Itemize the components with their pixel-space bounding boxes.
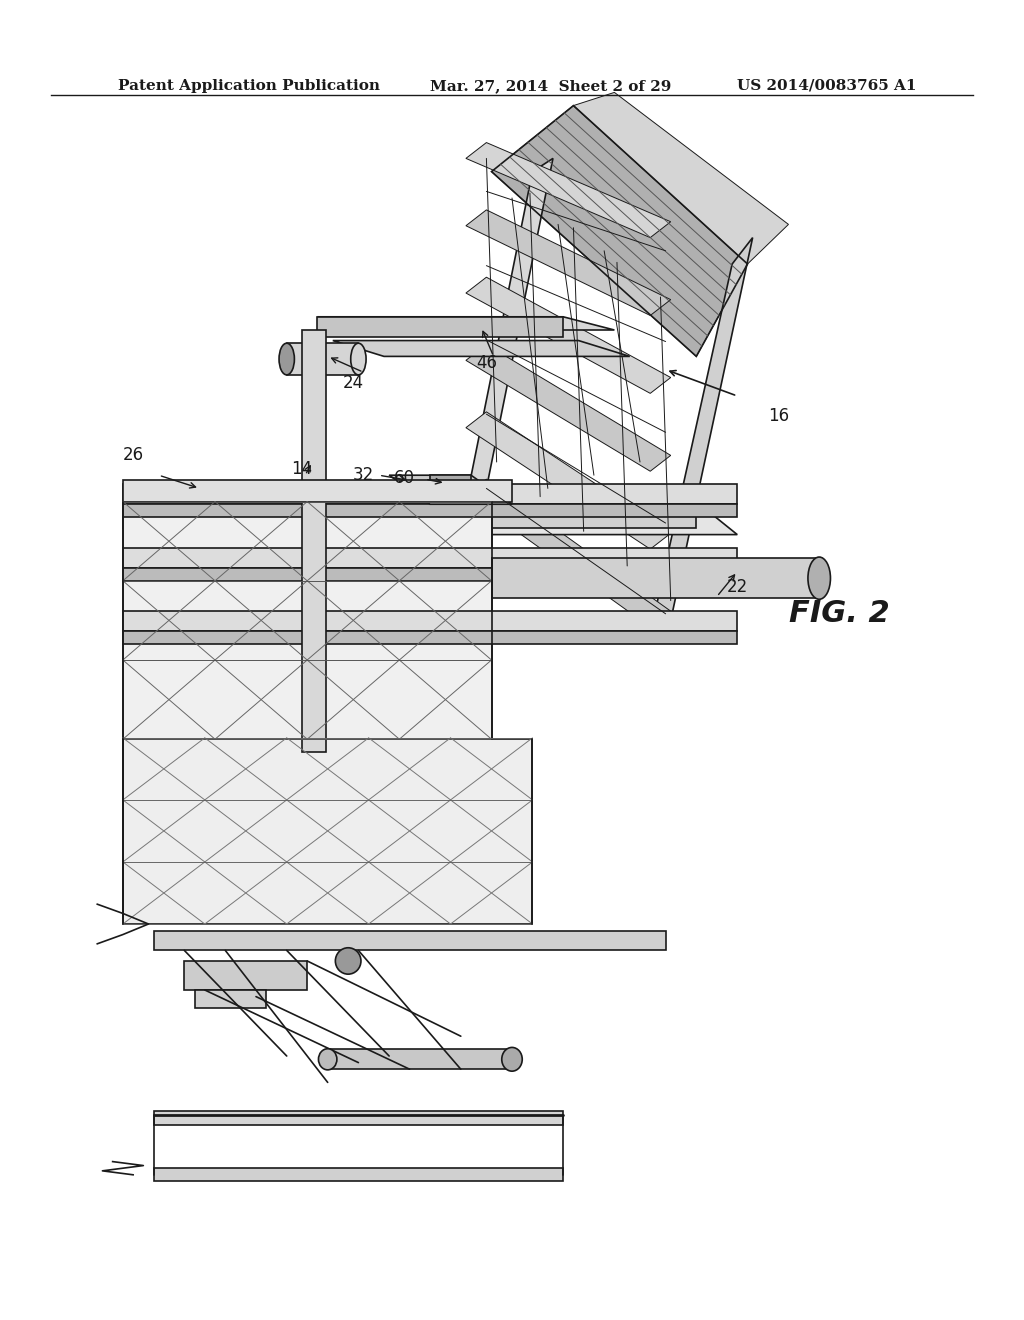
Polygon shape	[389, 475, 512, 504]
Text: FIG. 2: FIG. 2	[790, 599, 890, 628]
Polygon shape	[466, 158, 553, 502]
Ellipse shape	[336, 948, 361, 974]
Polygon shape	[466, 412, 671, 549]
Text: 14: 14	[292, 459, 312, 478]
Ellipse shape	[350, 343, 367, 375]
Text: US 2014/0083765 A1: US 2014/0083765 A1	[737, 79, 916, 92]
Polygon shape	[123, 502, 737, 535]
Polygon shape	[466, 277, 671, 393]
Polygon shape	[466, 210, 671, 315]
Polygon shape	[287, 343, 358, 375]
Text: 16: 16	[768, 407, 788, 425]
Polygon shape	[573, 92, 788, 264]
Polygon shape	[123, 611, 737, 631]
Polygon shape	[466, 479, 671, 627]
Polygon shape	[302, 330, 326, 752]
Polygon shape	[123, 480, 512, 502]
Polygon shape	[650, 238, 753, 634]
Text: 26: 26	[123, 446, 143, 465]
Polygon shape	[492, 106, 748, 356]
Text: 46: 46	[476, 354, 497, 372]
Polygon shape	[123, 631, 737, 644]
Polygon shape	[430, 475, 471, 491]
Polygon shape	[123, 739, 532, 924]
Polygon shape	[154, 1168, 563, 1181]
Text: 60: 60	[394, 469, 415, 487]
Polygon shape	[466, 143, 671, 238]
Polygon shape	[123, 502, 492, 739]
Polygon shape	[123, 504, 737, 517]
Polygon shape	[328, 1049, 512, 1069]
Polygon shape	[154, 931, 666, 950]
Polygon shape	[492, 558, 819, 598]
Polygon shape	[317, 317, 614, 330]
Text: 32: 32	[353, 466, 374, 484]
Polygon shape	[195, 990, 266, 1008]
Polygon shape	[123, 502, 696, 528]
Text: 24: 24	[343, 374, 364, 392]
Ellipse shape	[808, 557, 830, 599]
Polygon shape	[317, 317, 563, 337]
Text: Mar. 27, 2014  Sheet 2 of 29: Mar. 27, 2014 Sheet 2 of 29	[430, 79, 672, 92]
Ellipse shape	[279, 343, 295, 375]
Polygon shape	[154, 1111, 563, 1125]
Polygon shape	[123, 548, 737, 568]
Polygon shape	[123, 568, 737, 581]
Text: 22: 22	[727, 578, 748, 597]
Polygon shape	[123, 484, 737, 504]
Polygon shape	[333, 341, 630, 356]
Polygon shape	[184, 961, 307, 990]
Text: Patent Application Publication: Patent Application Publication	[118, 79, 380, 92]
Ellipse shape	[318, 1048, 337, 1069]
Polygon shape	[466, 345, 671, 471]
Ellipse shape	[502, 1048, 522, 1072]
